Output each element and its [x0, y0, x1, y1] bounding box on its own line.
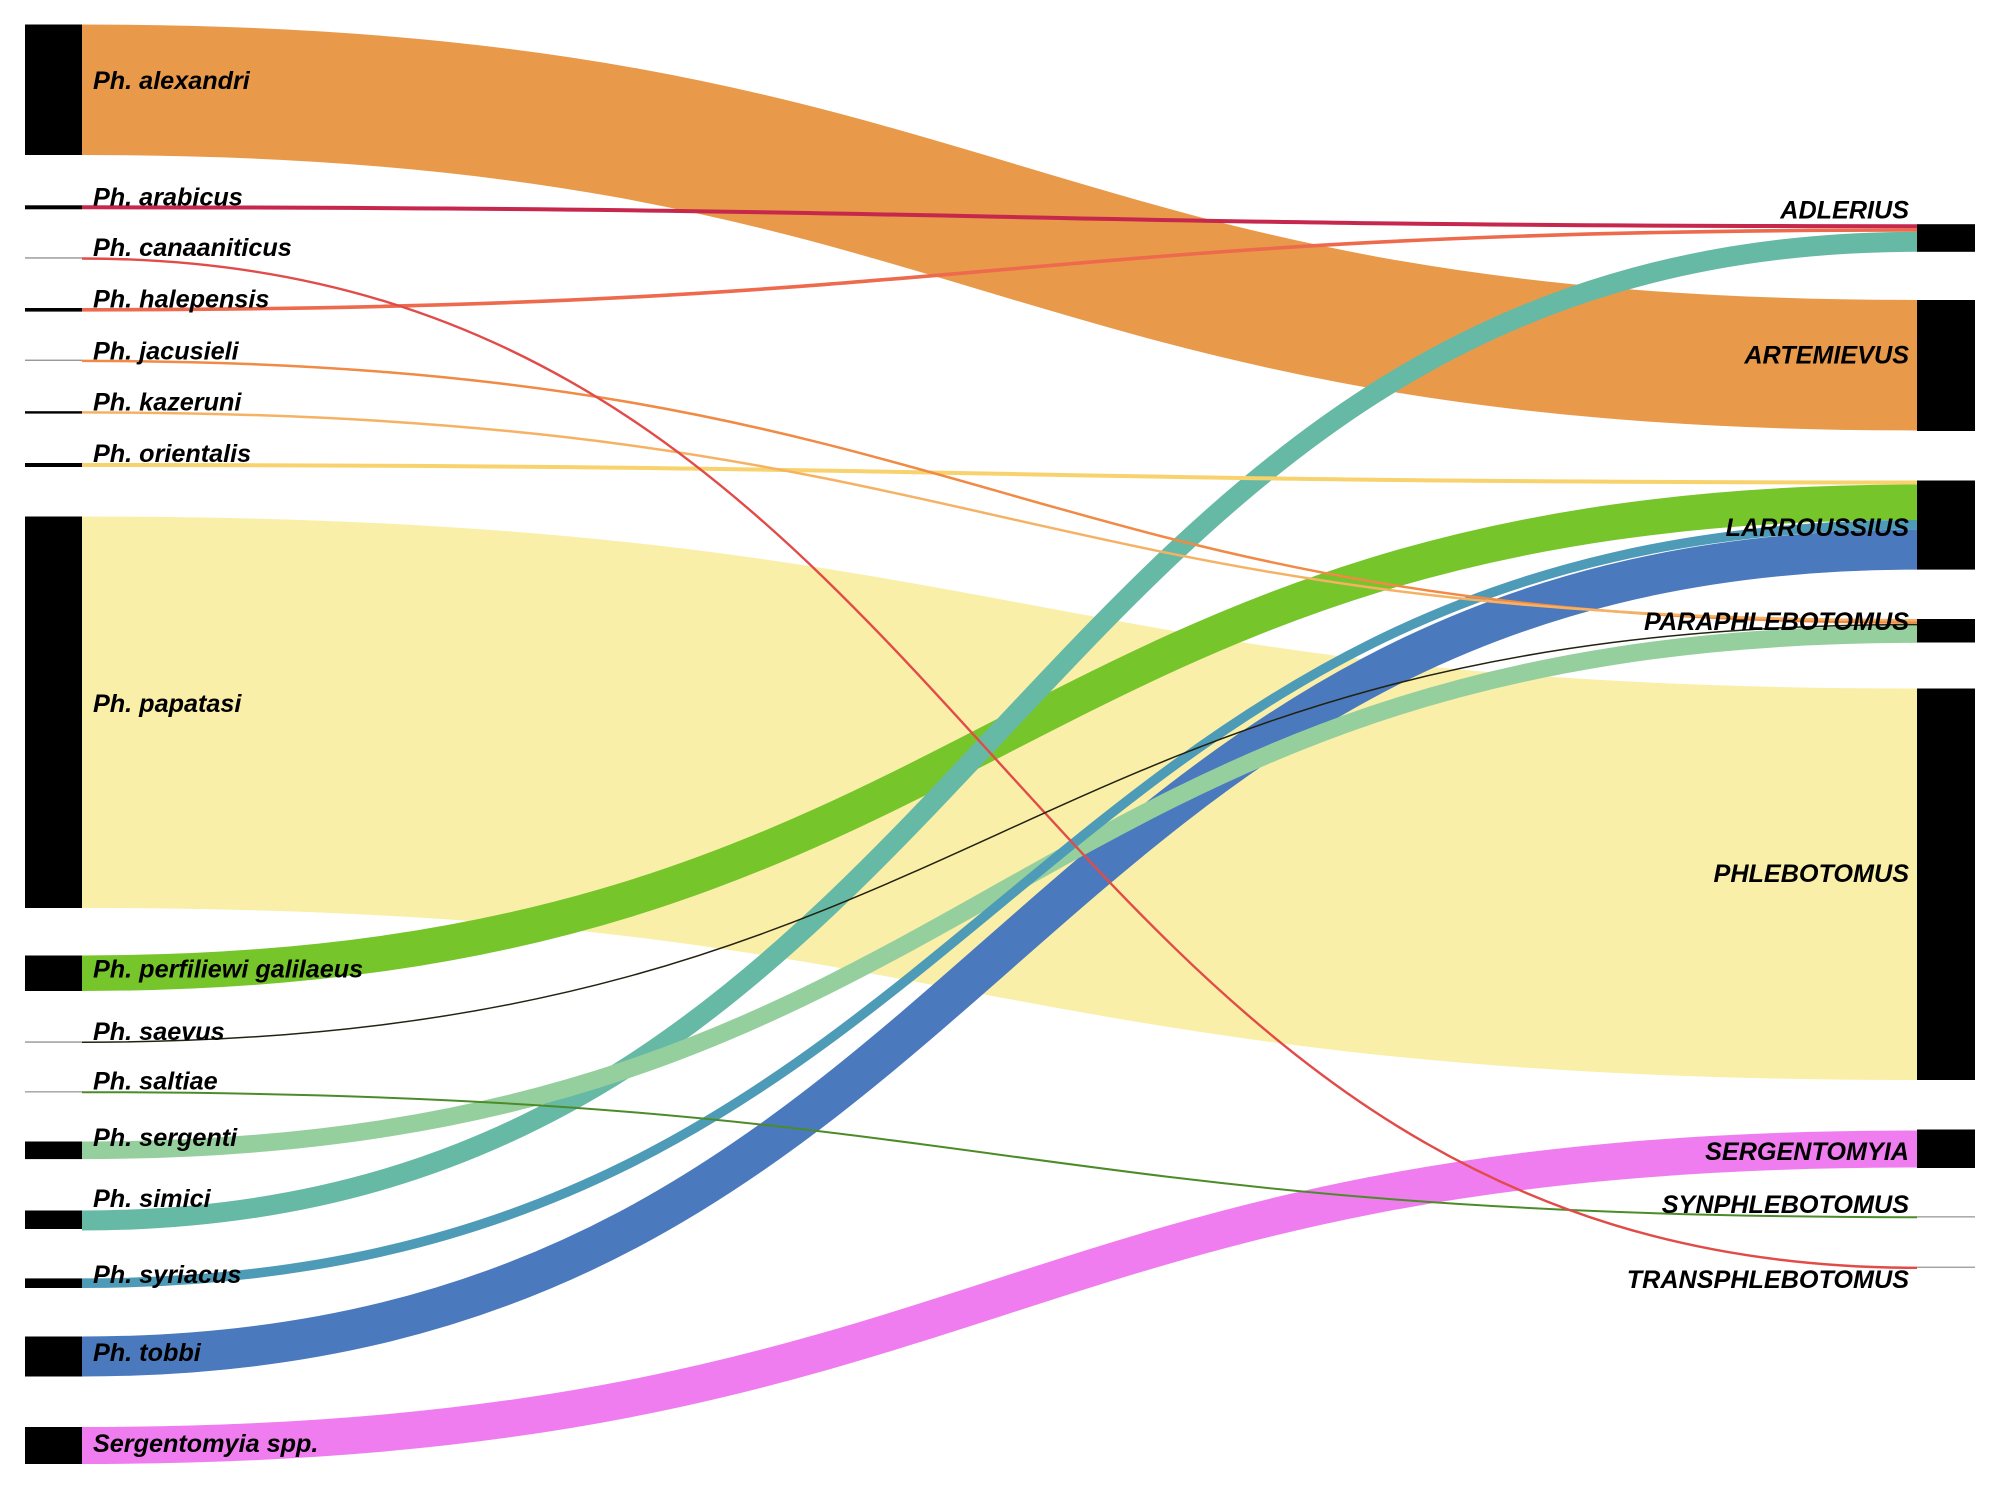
svg-text:ADLERIUS: ADLERIUS [1779, 197, 1909, 225]
svg-text:Ph. papatasi: Ph. papatasi [93, 690, 242, 718]
svg-text:Ph. kazeruni: Ph. kazeruni [93, 389, 242, 417]
svg-text:Ph. saevus: Ph. saevus [93, 1018, 225, 1046]
svg-text:Ph. halepensis: Ph. halepensis [93, 286, 269, 314]
svg-text:Ph. orientalis: Ph. orientalis [93, 440, 251, 468]
svg-text:PHLEBOTOMUS: PHLEBOTOMUS [1714, 860, 1910, 888]
svg-text:Ph. simici: Ph. simici [93, 1185, 212, 1213]
svg-text:Ph. alexandri: Ph. alexandri [93, 67, 251, 95]
svg-text:Ph. sergenti: Ph. sergenti [93, 1124, 238, 1152]
svg-text:Ph. perfiliewi galilaeus: Ph. perfiliewi galilaeus [93, 956, 363, 984]
svg-text:LARROUSSIUS: LARROUSSIUS [1726, 514, 1910, 542]
svg-text:PARAPHLEBOTOMUS: PARAPHLEBOTOMUS [1644, 608, 1909, 636]
svg-text:SERGENTOMYIA: SERGENTOMYIA [1705, 1138, 1909, 1166]
svg-text:SYNPHLEBOTOMUS: SYNPHLEBOTOMUS [1662, 1191, 1909, 1219]
svg-text:Ph. arabicus: Ph. arabicus [93, 184, 243, 212]
svg-text:Sergentomyia spp.: Sergentomyia spp. [93, 1430, 318, 1458]
svg-text:Ph. saltiae: Ph. saltiae [93, 1068, 218, 1096]
svg-text:ARTEMIEVUS: ARTEMIEVUS [1743, 342, 1909, 370]
svg-text:Ph. syriacus: Ph. syriacus [93, 1261, 241, 1289]
svg-text:Ph. canaaniticus: Ph. canaaniticus [93, 234, 292, 262]
svg-text:Ph. tobbi: Ph. tobbi [93, 1339, 202, 1367]
svg-text:Ph. jacusieli: Ph. jacusieli [93, 338, 240, 366]
svg-text:TRANSPHLEBOTOMUS: TRANSPHLEBOTOMUS [1627, 1266, 1909, 1294]
